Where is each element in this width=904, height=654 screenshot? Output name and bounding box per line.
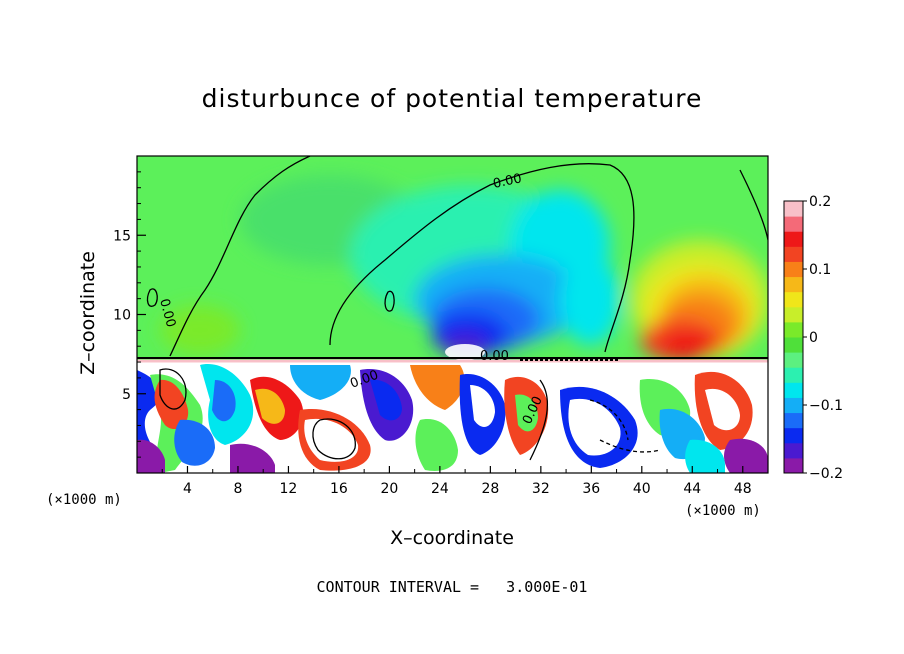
contour-line-lower-dashed [599,439,661,453]
x-tick-label: 40 [633,481,651,497]
colorbar-tick-label: 0.2 [809,194,831,210]
colorbar-swatch [784,427,803,444]
contour-label: 0.00 [480,349,509,364]
colorbar-tick-label: 0.1 [809,262,831,278]
colorbar-swatch [784,246,803,262]
colorbar-tick-labels: 0.2 0.1 0 −0.1 −0.2 [803,194,843,482]
contour-label: 0.00 [492,171,523,192]
colorbar-swatch [784,261,803,278]
heatmap-upper-blobs [160,175,768,362]
colorbar-tick-label: 0 [809,330,818,346]
x-tick-label: 48 [734,481,752,497]
colorbar-swatch [784,337,803,353]
colorbar-swatch [784,352,803,368]
x-axis-unit-right: (×1000 m) [685,503,761,519]
colorbar-swatch [784,397,803,414]
y-axis-ticks: 5 10 15 [113,171,146,458]
colorbar-swatch [784,412,803,429]
colorbar-swatch [784,321,803,338]
colorbar-swatch [784,457,803,474]
x-tick-label: 36 [582,481,600,497]
heatmap-field [137,156,768,473]
colorbar-swatch [784,442,803,459]
x-tick-label: 32 [532,481,550,497]
x-tick-label: 24 [431,481,449,497]
y-tick-label: 15 [113,228,131,244]
colorbar-swatch [784,306,803,323]
colorbar-swatch [784,216,803,232]
contour-line-main [329,163,635,353]
x-tick-label: 8 [233,481,242,497]
chart-title: disturbunce of potential temperature [201,84,703,113]
contour-line-left [169,156,311,357]
colorbar-swatch [784,276,803,293]
x-axis-label: X–coordinate [390,527,514,549]
contour-label: 0.00 [156,297,178,329]
colorbar-swatch [784,382,803,398]
x-tick-label: 4 [183,481,192,497]
x-axis-ticks: 4 8 12 16 20 24 28 32 36 40 44 48 [161,466,752,497]
contour-line-right [739,169,768,241]
y-tick-label: 10 [113,308,131,324]
x-tick-label: 12 [280,481,298,497]
contour-line-lower-dashed [589,399,629,441]
contour-line-small [384,290,395,312]
x-tick-label: 44 [683,481,701,497]
contour-line-lower [312,418,356,460]
contour-interval-note: CONTOUR INTERVAL = 3.000E-01 [316,578,588,596]
colorbar-swatch [784,367,803,383]
contour-line-lower [159,368,187,410]
heatmap-lower-blobs [137,364,768,473]
x-axis-unit-left: (×1000 m) [46,492,122,508]
x-tick-label: 28 [481,481,499,497]
colorbar-swatch [784,291,803,308]
contour-line-lower [529,379,548,461]
colorbar [783,200,804,474]
colorbar-swatch [784,231,803,247]
colorbar-tick-label: −0.2 [809,466,843,482]
x-tick-label: 20 [380,481,398,497]
colorbar-tick-label: −0.1 [809,398,843,414]
y-tick-label: 5 [122,387,131,403]
x-tick-label: 16 [330,481,348,497]
contour-lines [146,156,768,461]
colorbar-swatch [784,201,803,217]
contour-line-small [146,288,158,307]
heatmap-white-patch [445,344,485,360]
